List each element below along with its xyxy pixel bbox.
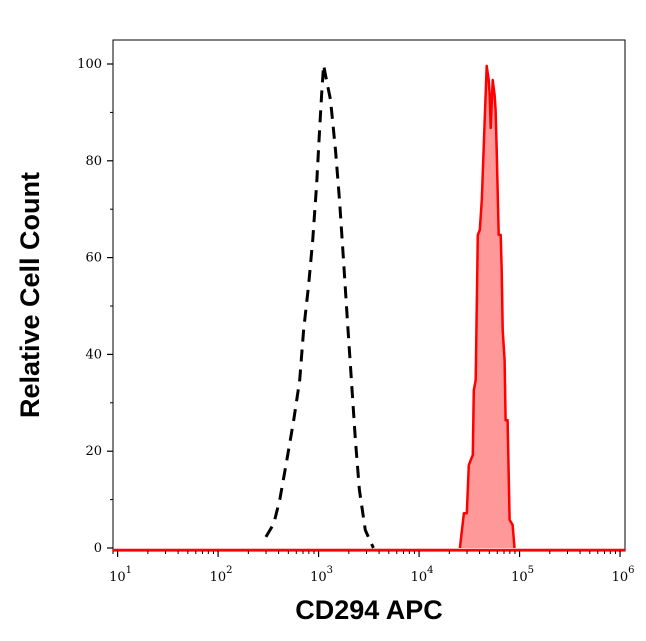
x-tick-label: 103: [310, 565, 333, 585]
x-tick-label: 104: [411, 565, 434, 585]
y-tick-label: 20: [85, 444, 102, 459]
y-tick-label: 60: [85, 251, 102, 266]
series-layer: [113, 64, 625, 552]
x-tick-label: 102: [210, 565, 233, 585]
plot-frame: [112, 39, 626, 552]
y-tick-label: 0: [94, 541, 102, 556]
y-tick-label: 100: [77, 57, 102, 72]
x-axis-title: CD294 APC: [295, 595, 443, 625]
stained-sample-line: [458, 64, 516, 549]
y-axis-title: Relative Cell Count: [15, 172, 45, 418]
x-tick-label: 106: [612, 565, 635, 585]
x-tick-label: 105: [511, 565, 534, 585]
y-tick-label: 80: [85, 154, 102, 169]
x-tick-label: 101: [109, 565, 132, 585]
control-line: [264, 64, 375, 549]
y-tick-label: 40: [85, 347, 102, 362]
axes-layer: 101 102 103 104 105 106 0 20 40 60 80 100: [77, 57, 634, 585]
